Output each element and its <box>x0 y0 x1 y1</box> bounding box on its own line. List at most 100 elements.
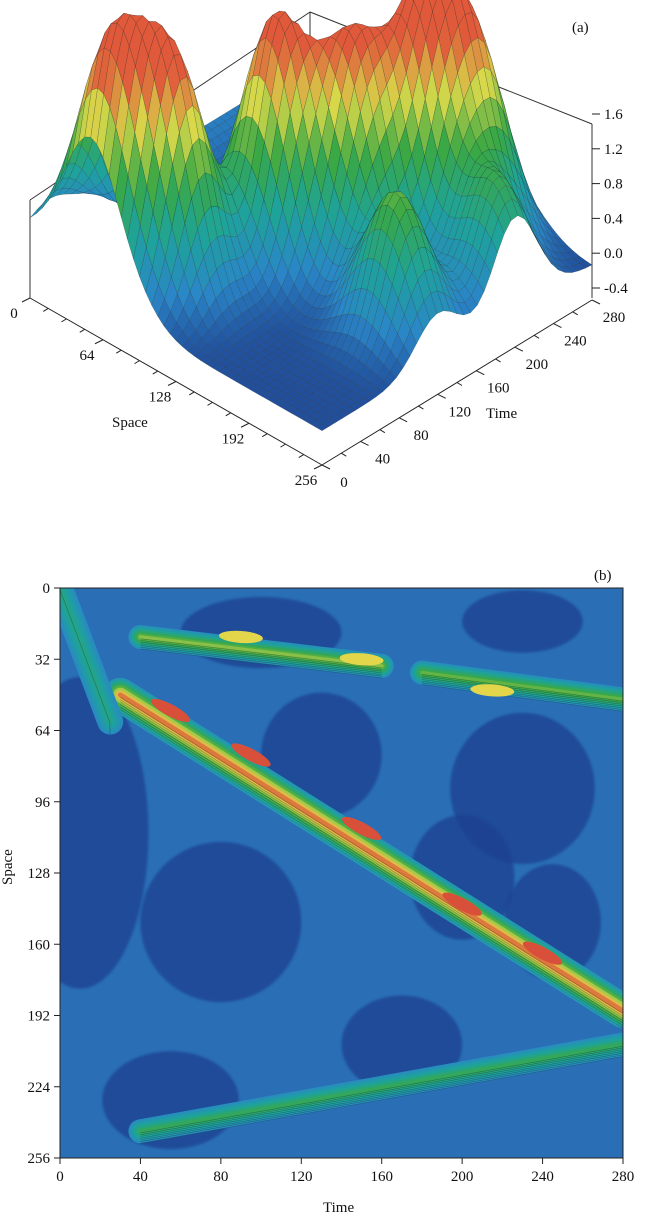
space-minor-tick <box>61 318 67 323</box>
contour-line <box>140 1051 623 1139</box>
time-minor-tick <box>379 429 386 434</box>
time-tick-label: 0 <box>340 475 348 491</box>
peak-spot <box>442 892 482 916</box>
space-tick-label: 128 <box>149 390 172 406</box>
space-minor-tick <box>42 308 49 312</box>
time-tick-label: 40 <box>375 451 390 467</box>
peak-spot <box>150 698 191 723</box>
peak-spot <box>341 816 382 841</box>
space-minor-tick <box>298 454 305 458</box>
time-tick-label: 160 <box>370 1169 393 1185</box>
surface-cell <box>29 203 43 218</box>
space-tick-mark <box>240 422 250 428</box>
space-tick-label: 96 <box>35 795 51 811</box>
value-tick-label: 0.4 <box>604 211 623 227</box>
time-tick-mark <box>514 346 524 352</box>
trough-blob <box>60 677 149 989</box>
space-tick-label: 64 <box>35 724 51 740</box>
time-tick-label: 80 <box>213 1169 228 1185</box>
contour-line <box>140 643 382 674</box>
heatmap-field <box>60 588 623 1150</box>
space-tick-mark <box>167 381 177 386</box>
space-tick-mark <box>94 339 104 345</box>
trough-blob <box>140 841 302 1003</box>
time-tick-label: 240 <box>531 1169 554 1185</box>
heatmap-y-axis-label: Space <box>0 849 16 885</box>
space-minor-tick <box>134 360 140 365</box>
value-tick-label: -0.4 <box>604 281 628 297</box>
contour-line <box>421 677 623 705</box>
surface-cell <box>35 195 50 214</box>
contour-line <box>120 706 623 1024</box>
time-tick-label: 240 <box>564 334 587 350</box>
contour-line <box>120 701 623 1019</box>
space-tick-mark <box>313 464 323 470</box>
time-tick-label: 0 <box>56 1169 64 1185</box>
space-tick-mark <box>21 297 31 303</box>
space-minor-tick <box>188 391 195 396</box>
time-axis-ticks: 0 40 80 120 160 200 240 280 <box>321 299 626 491</box>
panel-a: 0 64 128 192 256 0 40 80 120 160 200 240 280 -0.4 0.… <box>10 0 628 491</box>
peak-spot <box>522 941 563 965</box>
value-axis-ticks: -0.4 0.0 0.4 0.8 1.2 1.6 <box>592 107 628 297</box>
space-tick-label: 256 <box>295 473 318 489</box>
main-diagonal-soliton <box>117 692 623 1014</box>
contour-line <box>120 699 623 1017</box>
time-tick-mark <box>360 440 369 446</box>
space-minor-tick <box>261 433 268 438</box>
time-tick-label: 200 <box>451 1169 474 1185</box>
time-tick-label: 280 <box>612 1169 635 1185</box>
value-tick-label: 1.2 <box>604 142 623 158</box>
space-minor-tick <box>280 443 286 448</box>
contour-line <box>140 646 382 677</box>
contour-line <box>421 679 623 707</box>
time-tick-label: 120 <box>290 1169 313 1185</box>
space-minor-tick <box>115 349 122 354</box>
left-strip <box>60 588 113 724</box>
space-tick-label: 256 <box>28 1151 51 1167</box>
space-minor-tick <box>207 401 213 406</box>
contour-line <box>421 675 623 704</box>
contour-line <box>120 709 623 1026</box>
space-minor-tick <box>79 328 86 333</box>
space-minor-tick <box>152 370 159 375</box>
upper-ridge <box>420 670 623 702</box>
panel-b: 0 40 80 120 160 200 240 280 0 32 64 96 128 160 192 224… <box>0 568 634 1215</box>
peak-spot <box>219 630 263 644</box>
panel-b-label: (b) <box>594 568 612 584</box>
trough-blob <box>462 590 583 653</box>
time-minor-tick <box>341 452 347 457</box>
peak-spot <box>231 743 271 767</box>
space-minor-tick <box>225 412 232 417</box>
contour-line <box>140 638 382 668</box>
space-tick-label: 64 <box>80 348 96 364</box>
lower-ridge <box>138 1042 623 1133</box>
contour-line <box>421 684 623 712</box>
time-minor-tick <box>495 358 501 363</box>
time-minor-tick <box>418 405 424 410</box>
space-tick-label: 32 <box>35 652 50 668</box>
time-tick-mark <box>553 323 562 329</box>
time-minor-tick <box>572 311 578 316</box>
time-tick-label: 280 <box>603 310 626 326</box>
contour-line <box>421 680 623 709</box>
space-tick-label: 128 <box>28 866 51 882</box>
contour-line <box>140 640 382 670</box>
space-axis-label: Space <box>112 415 148 431</box>
surface-cell <box>315 422 330 431</box>
contour-line <box>140 1045 623 1134</box>
peak-spot <box>339 653 384 666</box>
contour-line <box>120 704 623 1022</box>
contour-line <box>120 697 623 1014</box>
space-axis-ticks: 0 64 128 192 256 <box>10 297 323 489</box>
time-tick-mark <box>321 464 331 470</box>
contour-line <box>140 1054 623 1142</box>
value-tick-label: 1.6 <box>604 107 623 123</box>
contour-line <box>421 674 623 702</box>
contour-line <box>140 641 382 672</box>
space-tick-label: 224 <box>28 1080 51 1096</box>
contour-line <box>140 648 382 679</box>
time-axis-label: Time <box>486 406 517 422</box>
time-tick-mark <box>437 393 446 399</box>
